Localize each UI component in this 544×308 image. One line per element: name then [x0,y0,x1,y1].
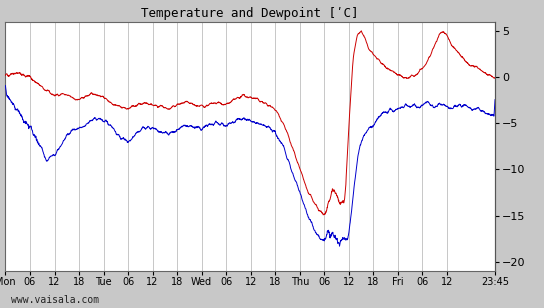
Title: Temperature and Dewpoint [ʹC]: Temperature and Dewpoint [ʹC] [141,7,359,20]
Text: www.vaisala.com: www.vaisala.com [11,295,99,305]
